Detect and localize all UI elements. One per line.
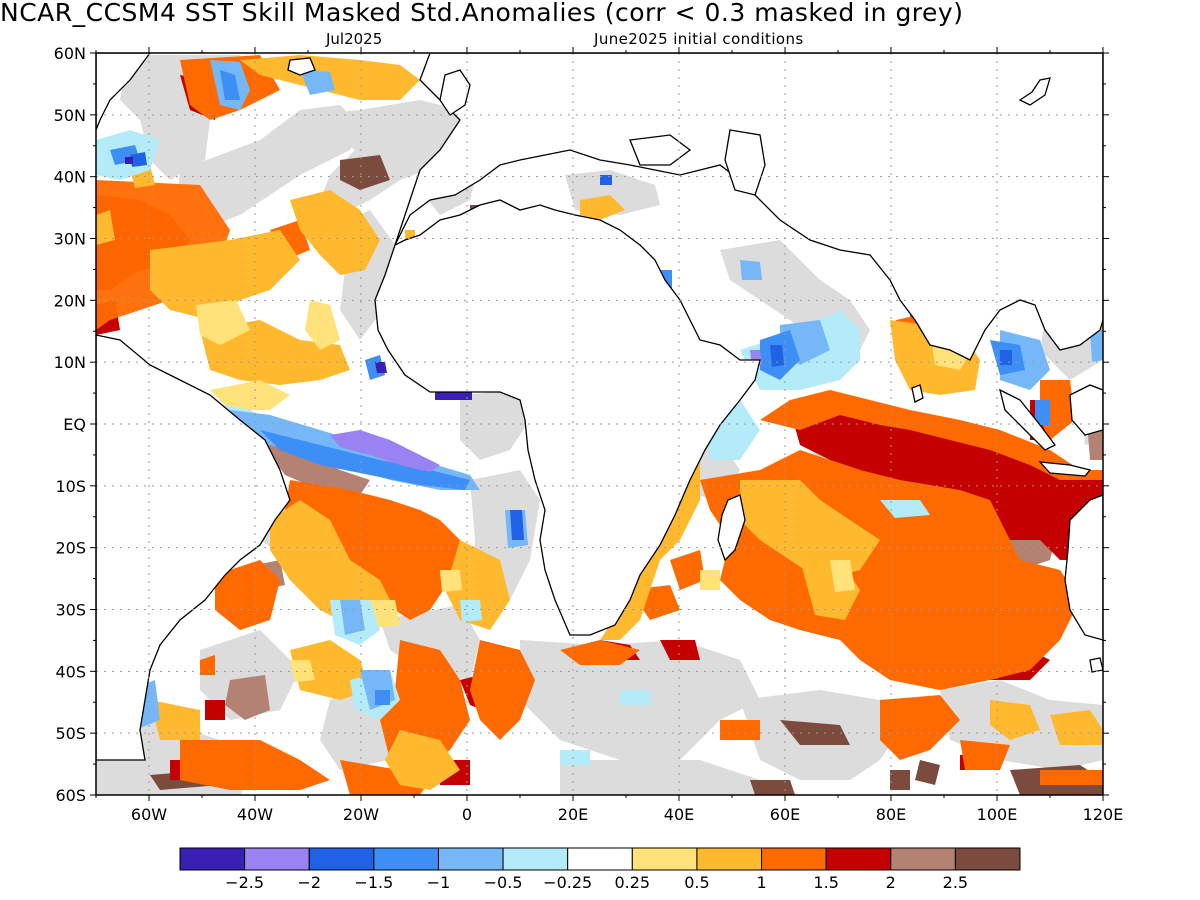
lon-label: 0	[462, 805, 472, 824]
anomaly-1-to-1-5	[96, 55, 1103, 795]
colorbar-label: −0.25	[543, 873, 592, 892]
lat-label: 40S	[55, 662, 86, 681]
lat-label: 40N	[54, 168, 86, 187]
lon-label: 120E	[1083, 805, 1124, 824]
colorbar-label: 0.5	[684, 873, 709, 892]
lon-label: 20W	[343, 805, 379, 824]
anomaly-0-5-to-1	[96, 55, 1103, 790]
colorbar-swatch	[890, 847, 956, 871]
colorbar-swatch	[502, 847, 569, 871]
lat-label: 60N	[54, 44, 86, 63]
lat-label: 30S	[55, 601, 86, 620]
colorbar-label: 2	[886, 873, 896, 892]
colorbar-labels: −2.5 −2 −1.5 −1 −0.5 −0.25 0.25 0.5 1 1.5 2 2.5	[225, 873, 968, 892]
colorbar-swatch	[825, 847, 892, 871]
japan-coast	[1018, 77, 1051, 106]
colorbar-label: −2.5	[225, 873, 264, 892]
colorbar-label: −2	[297, 873, 321, 892]
lat-label: 10S	[55, 477, 86, 496]
british-isles-coast	[439, 69, 471, 116]
axis-ticks	[90, 47, 1109, 801]
madagascar-coast	[717, 494, 746, 562]
tasmania-coast	[1089, 657, 1103, 673]
caspian-coast	[724, 129, 766, 196]
lat-label: 20N	[54, 291, 86, 310]
lat-label: 20S	[55, 539, 86, 558]
java-coast	[1038, 461, 1092, 477]
colorbar-label: −1	[427, 873, 451, 892]
lon-label: 20E	[558, 805, 588, 824]
colorbar-swatch	[244, 847, 310, 871]
lat-label: 50S	[55, 724, 86, 743]
lon-label: 60W	[131, 805, 167, 824]
lon-label: 80E	[876, 805, 906, 824]
lon-label: 100E	[977, 805, 1018, 824]
north-america-coast	[96, 53, 151, 131]
anomaly-below-minus-2-5	[125, 157, 472, 400]
colorbar-swatch	[954, 847, 1021, 871]
borneo-coast	[1069, 384, 1103, 436]
colorbar-label: 2.5	[943, 873, 968, 892]
lon-label: 40E	[664, 805, 694, 824]
colorbar-label: 1.5	[813, 873, 838, 892]
longitude-labels: 60W 40W 20W 0 20E 40E 60E 80E 100E 120E	[131, 805, 1123, 824]
black-sea-coast	[629, 134, 692, 166]
latitude-labels: 60N 50N 40N 30N 20N 10N EQ 10S 20S 30S 40S 50S 60S	[54, 44, 86, 805]
australia-coast	[1064, 494, 1103, 641]
lon-label: 40W	[237, 805, 273, 824]
valid-month-label: Jul2025	[326, 30, 383, 48]
colorbar-swatch	[567, 847, 633, 871]
colorbar-swatch	[631, 847, 698, 871]
colorbar-label: 1	[756, 873, 766, 892]
map-title: NCAR_CCSM4 SST Skill Masked Std.Anomalie…	[0, 0, 964, 27]
initial-conditions-label: June2025 initial conditions	[594, 30, 804, 48]
anomaly-minus-1-5-to-minus-1	[110, 70, 1050, 705]
lat-label: EQ	[63, 415, 86, 434]
land-masses	[96, 53, 1103, 761]
africa-eurasia-coast	[394, 53, 1103, 361]
sumatra-coast	[999, 388, 1056, 451]
colorbar-label: −0.5	[484, 873, 523, 892]
iceland-coast	[287, 57, 316, 76]
colorbar-swatch	[761, 847, 827, 871]
colorbar-swatch	[437, 847, 504, 871]
anomaly-0-25-to-0-5	[196, 300, 975, 682]
lat-label: 30N	[54, 230, 86, 249]
colorbar-label: −1.5	[354, 873, 393, 892]
lat-label: 50N	[54, 106, 86, 125]
lat-label: 10N	[54, 353, 86, 372]
colorbar-swatch	[373, 847, 439, 871]
colorbar	[179, 847, 1021, 871]
map-field	[96, 53, 1103, 795]
africa-coast	[374, 199, 761, 636]
sri-lanka-coast	[911, 384, 924, 403]
colorbar-label: 0.25	[614, 873, 650, 892]
colorbar-swatch	[696, 847, 763, 871]
lat-label: 60S	[55, 786, 86, 805]
lon-label: 60E	[770, 805, 800, 824]
colorbar-swatch	[308, 847, 375, 871]
colorbar-swatch	[179, 847, 246, 871]
